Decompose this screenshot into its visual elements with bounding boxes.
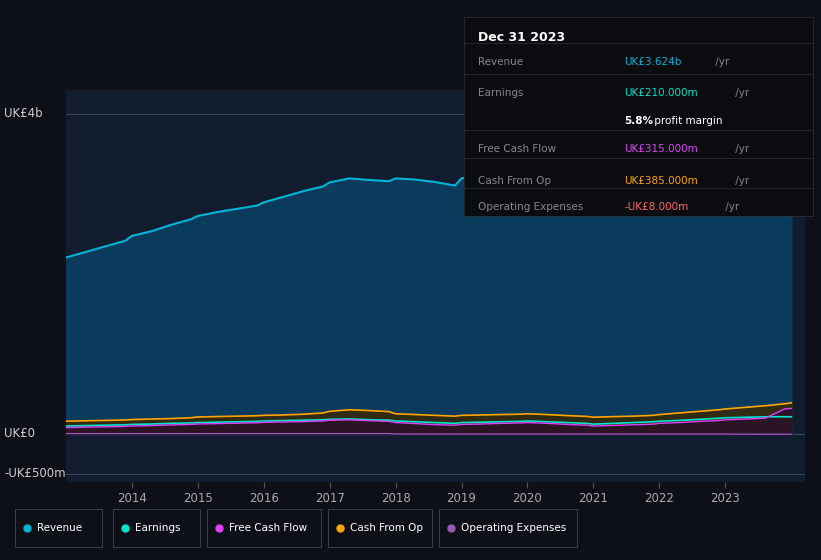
Text: UK£4b: UK£4b	[4, 107, 43, 120]
Text: -UK£500m: -UK£500m	[4, 467, 66, 480]
Text: profit margin: profit margin	[650, 116, 722, 126]
Text: UK£0: UK£0	[4, 427, 35, 440]
Text: Cash From Op: Cash From Op	[478, 176, 551, 186]
Text: /yr: /yr	[732, 176, 749, 186]
Text: Operating Expenses: Operating Expenses	[461, 523, 566, 533]
Text: Cash From Op: Cash From Op	[351, 523, 423, 533]
Text: UK£315.000m: UK£315.000m	[624, 144, 698, 154]
Text: /yr: /yr	[713, 57, 730, 67]
Text: Revenue: Revenue	[478, 57, 523, 67]
Text: Dec 31 2023: Dec 31 2023	[478, 31, 565, 44]
Text: Earnings: Earnings	[135, 523, 181, 533]
Text: Free Cash Flow: Free Cash Flow	[229, 523, 307, 533]
Text: UK£210.000m: UK£210.000m	[624, 88, 698, 99]
Text: Operating Expenses: Operating Expenses	[478, 202, 583, 212]
Text: Earnings: Earnings	[478, 88, 523, 99]
Text: /yr: /yr	[722, 202, 740, 212]
Text: -UK£8.000m: -UK£8.000m	[624, 202, 689, 212]
Text: /yr: /yr	[732, 144, 749, 154]
Text: 5.8%: 5.8%	[624, 116, 654, 126]
Text: /yr: /yr	[732, 88, 749, 99]
Text: UK£3.624b: UK£3.624b	[624, 57, 681, 67]
Text: Free Cash Flow: Free Cash Flow	[478, 144, 556, 154]
Text: Revenue: Revenue	[37, 523, 82, 533]
Text: UK£385.000m: UK£385.000m	[624, 176, 698, 186]
